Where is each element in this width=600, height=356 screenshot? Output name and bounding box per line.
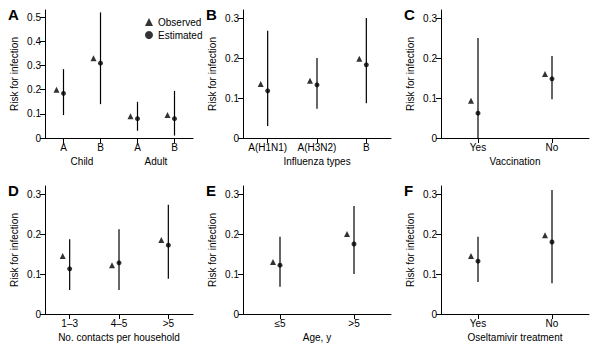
svg-text:0.2: 0.2: [423, 229, 437, 240]
svg-text:F: F: [404, 182, 413, 199]
svg-text:4–5: 4–5: [111, 318, 128, 329]
svg-text:0.3: 0.3: [225, 13, 239, 24]
svg-text:Age, y: Age, y: [303, 332, 331, 343]
svg-text:0.3: 0.3: [225, 189, 239, 200]
svg-text:≤5: ≤5: [274, 318, 285, 329]
svg-text:Risk for infection: Risk for infection: [405, 213, 416, 287]
svg-text:>5: >5: [163, 318, 175, 329]
svg-text:0.3: 0.3: [423, 13, 437, 24]
svg-text:0.2: 0.2: [27, 84, 41, 95]
svg-text:0.2: 0.2: [423, 53, 437, 64]
svg-text:Observed: Observed: [158, 17, 201, 28]
svg-text:Yes: Yes: [470, 142, 486, 153]
svg-text:0.1: 0.1: [225, 269, 239, 280]
svg-text:0.2: 0.2: [225, 229, 239, 240]
svg-text:0.5: 0.5: [27, 12, 41, 23]
svg-text:0.2: 0.2: [225, 53, 239, 64]
svg-text:A(H1N1): A(H1N1): [248, 142, 287, 153]
svg-text:>5: >5: [348, 318, 360, 329]
svg-text:0: 0: [233, 309, 239, 320]
svg-text:0: 0: [35, 309, 41, 320]
svg-text:No. contacts per household: No. contacts per household: [58, 332, 180, 343]
svg-text:E: E: [206, 182, 216, 199]
svg-text:0.3: 0.3: [27, 60, 41, 71]
svg-text:Adult: Adult: [145, 156, 168, 167]
svg-text:Risk for infection: Risk for infection: [207, 213, 218, 287]
svg-text:Oseltamivir treatment: Oseltamivir treatment: [467, 332, 562, 343]
svg-text:B: B: [363, 142, 370, 153]
svg-text:Risk for infection: Risk for infection: [9, 37, 20, 111]
svg-text:C: C: [404, 6, 415, 23]
svg-text:Risk for infection: Risk for infection: [207, 37, 218, 111]
svg-text:1–3: 1–3: [61, 318, 78, 329]
svg-text:0: 0: [233, 133, 239, 144]
svg-text:A: A: [134, 142, 141, 153]
svg-text:D: D: [8, 182, 19, 199]
svg-text:0.1: 0.1: [27, 108, 41, 119]
svg-text:A: A: [8, 6, 19, 23]
svg-text:Risk for infection: Risk for infection: [405, 37, 416, 111]
svg-text:0.3: 0.3: [423, 189, 437, 200]
svg-text:Child: Child: [71, 156, 94, 167]
svg-text:A(H3N2): A(H3N2): [298, 142, 337, 153]
svg-text:Vaccination: Vaccination: [490, 156, 541, 167]
svg-text:0: 0: [431, 133, 437, 144]
svg-text:0.4: 0.4: [27, 36, 41, 47]
svg-text:Yes: Yes: [470, 318, 486, 329]
svg-text:0: 0: [431, 309, 437, 320]
svg-text:Influenza types: Influenza types: [283, 156, 350, 167]
svg-text:B: B: [206, 6, 217, 23]
svg-text:0.1: 0.1: [225, 93, 239, 104]
svg-text:B: B: [171, 142, 178, 153]
svg-text:No: No: [546, 142, 559, 153]
svg-text:Estimated: Estimated: [158, 30, 202, 41]
svg-text:B: B: [97, 142, 104, 153]
svg-text:0: 0: [35, 133, 41, 144]
svg-text:0.3: 0.3: [27, 189, 41, 200]
svg-text:0.1: 0.1: [423, 93, 437, 104]
svg-text:0.1: 0.1: [423, 269, 437, 280]
svg-text:0.1: 0.1: [27, 269, 41, 280]
svg-text:Risk for infection: Risk for infection: [9, 213, 20, 287]
svg-text:No: No: [546, 318, 559, 329]
svg-text:A: A: [60, 142, 67, 153]
svg-text:0.2: 0.2: [27, 229, 41, 240]
